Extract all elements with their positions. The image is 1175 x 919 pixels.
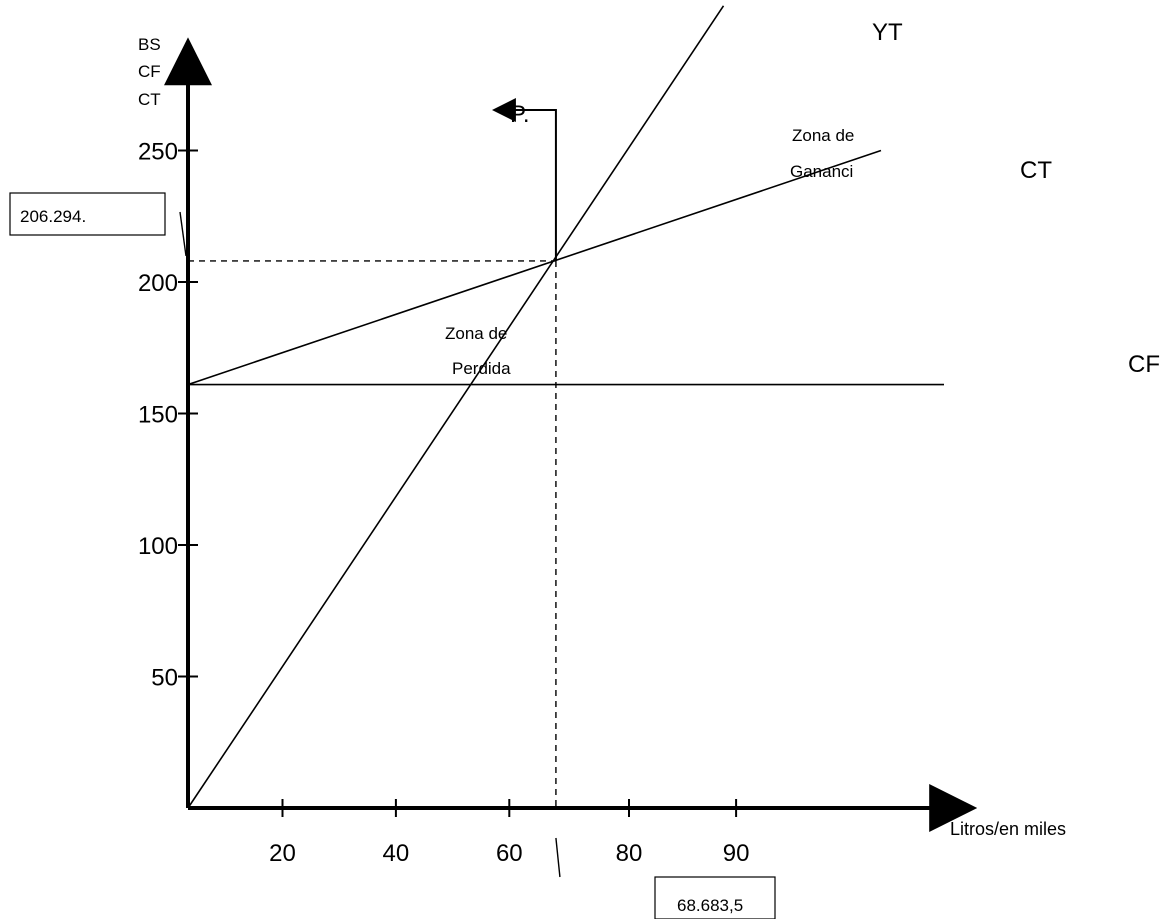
break-even-arrow — [491, 98, 557, 261]
y-tick-label-3: 200 — [138, 270, 178, 297]
series-label-ct: CT — [1020, 157, 1052, 184]
x-tick-label-0: 20 — [269, 840, 296, 867]
y-tick-label-1: 100 — [138, 533, 178, 560]
x-value-connector — [555, 837, 561, 878]
y-axis-label-line-1: BS — [138, 35, 161, 54]
x-value-box — [654, 876, 776, 919]
series-label-yt: YT — [872, 19, 903, 46]
y-value-box — [9, 192, 166, 236]
y-value-connector — [179, 211, 187, 257]
series-line-yt — [187, 5, 725, 809]
zone-loss-line-1: Zona de — [445, 324, 507, 343]
x-axis-label: Litros/en miles — [950, 819, 1066, 839]
y-value-box-text: 206.294. — [20, 207, 86, 226]
y-axis-label-line-2: CF — [138, 62, 161, 81]
series-label-cf: CF — [1128, 351, 1160, 378]
x-tick-label-4: 90 — [723, 840, 750, 867]
y-tick-label-0: 50 — [151, 665, 178, 692]
x-tick-label-2: 60 — [496, 840, 523, 867]
x-value-box-text: 68.683,5 — [677, 896, 743, 915]
y-tick-label-2: 150 — [138, 402, 178, 429]
break-even-point-label: P. — [510, 101, 530, 128]
series-line-ct — [187, 149, 882, 386]
x-tick-label-3: 80 — [616, 840, 643, 867]
x-tick-label-1: 40 — [383, 840, 410, 867]
y-tick-label-4: 250 — [138, 139, 178, 166]
y-axis-label-line-3: CT — [138, 90, 161, 109]
zone-profit-line-1: Zona de — [792, 126, 854, 145]
